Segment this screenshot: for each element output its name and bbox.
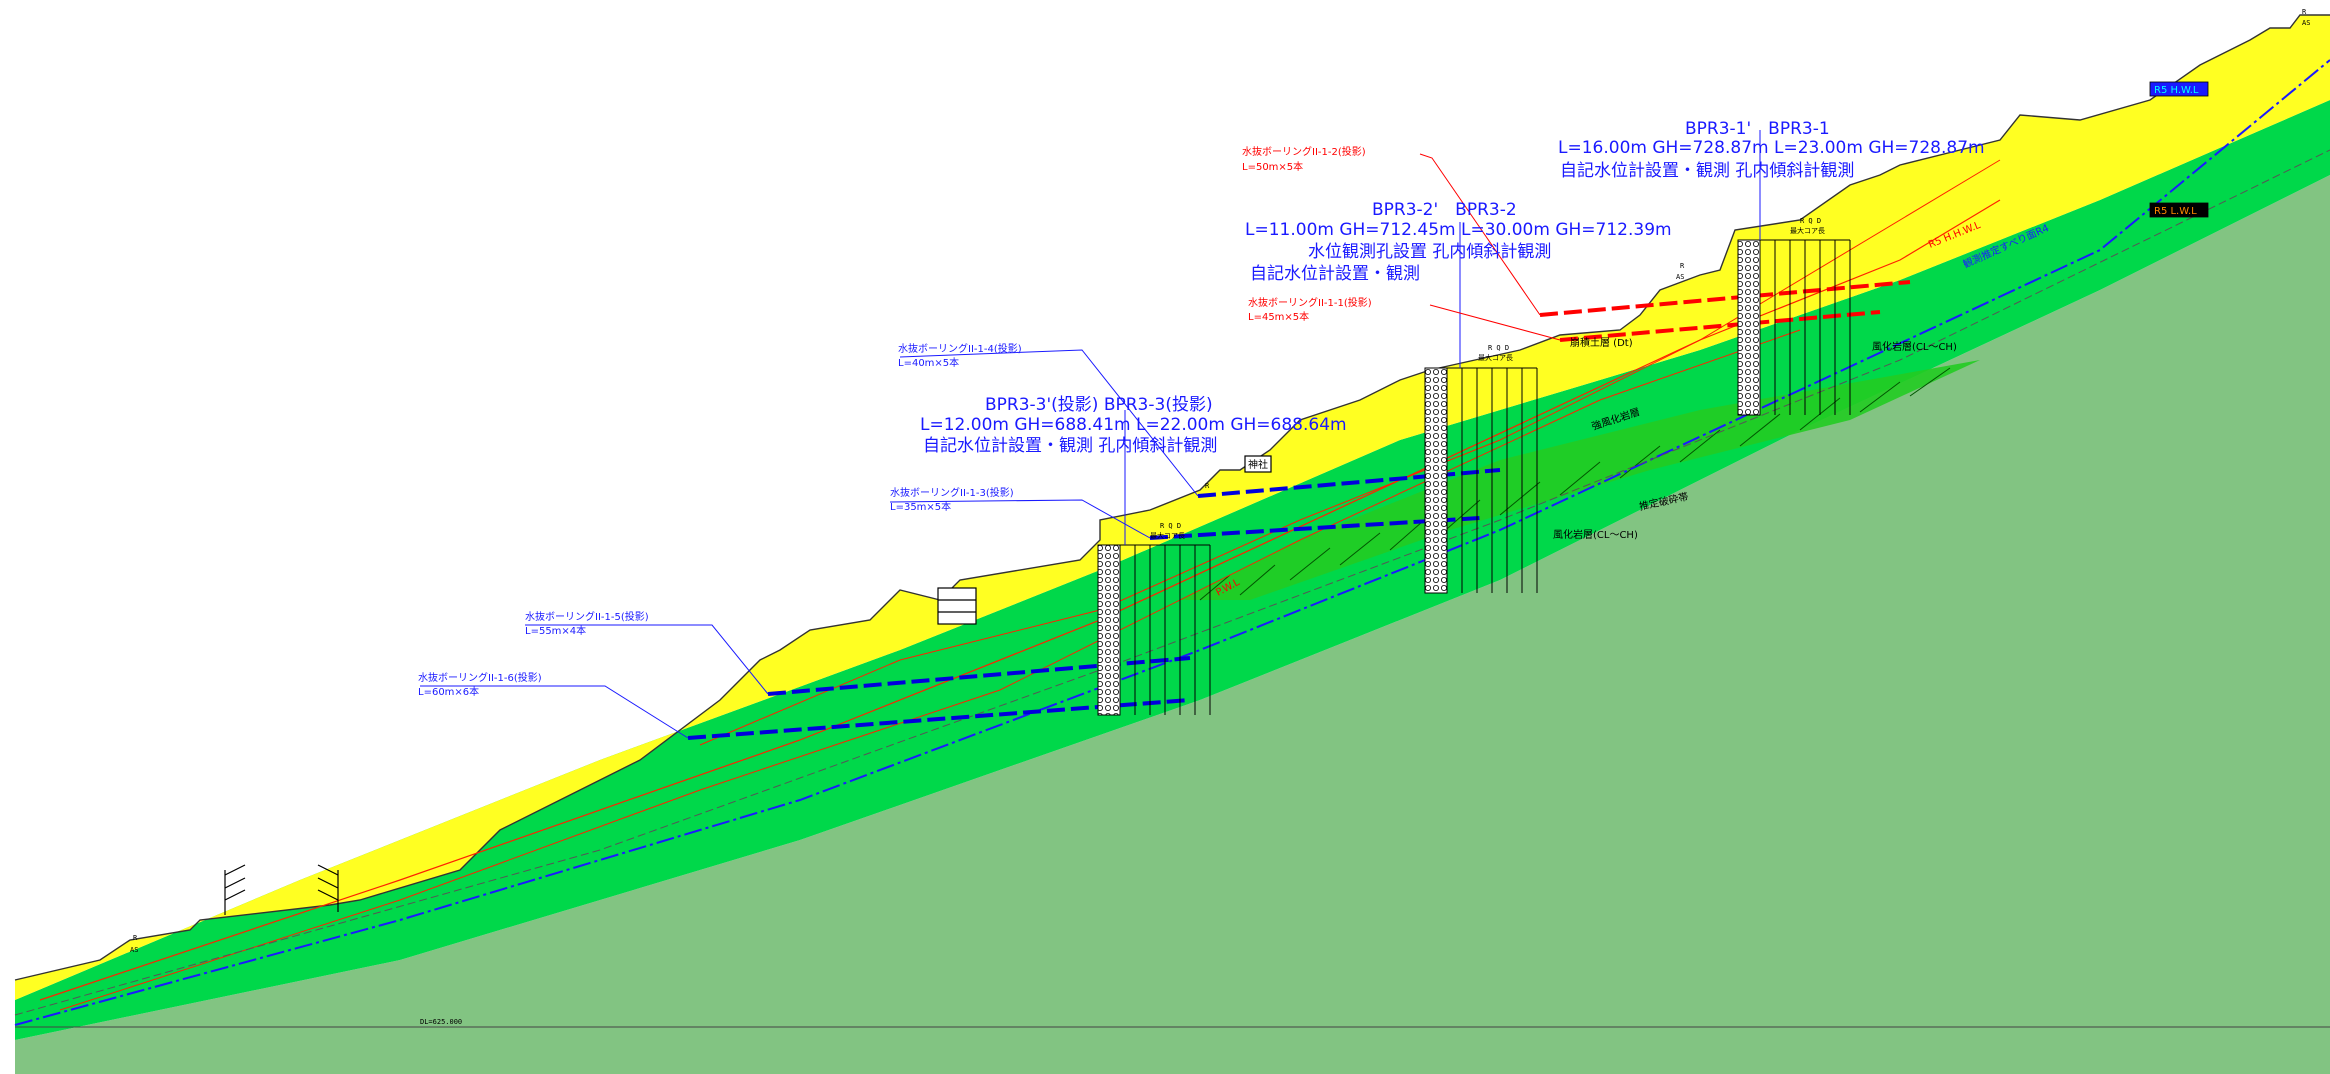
as-mark-1: AS: [130, 946, 138, 954]
bpr3-3-heading: BPR3-3'(投影) BPR3-3(投影): [985, 395, 1213, 415]
bedrock-layer: [15, 175, 2330, 1074]
rqd-3: R Q D: [1160, 522, 1181, 530]
drain-ii-1-2: [1539, 280, 1911, 317]
drain-ii-1-4-name: 水抜ボーリングII-1-4(投影): [898, 342, 1022, 355]
weathered-upper-label: 風化岩層(CL〜CH): [1872, 340, 1957, 353]
pwl-line: [59, 329, 1801, 1011]
fracture-zone: [1180, 360, 1980, 600]
drain-ii-1-4-spec: L=40m×5本: [898, 356, 959, 369]
talus-label: 崩積土層 (Dt): [1570, 336, 1633, 349]
log-bpr3-1: [1737, 239, 1851, 416]
log-bpr3-2: [1424, 367, 1538, 594]
drain-ii-1-3-name: 水抜ボーリングII-1-3(投影): [890, 486, 1014, 499]
hhwl-line: [39, 199, 2001, 1001]
as-mark-3: AS: [1676, 273, 1684, 281]
bpr3-3-line1: L=12.00m GH=688.41m L=22.00m GH=688.64m: [920, 415, 1347, 435]
log-bpr3-3: [1097, 544, 1211, 716]
grey-line-1: [14, 149, 2330, 1016]
structures: [224, 455, 1272, 915]
slip-surface-line: [14, 59, 2330, 1026]
leaders: [420, 130, 1761, 739]
drain-ii-1-1: [1559, 310, 1881, 342]
red-drains: [1539, 280, 1911, 342]
bpr3-2-heading: BPR3-2' BPR3-2: [1372, 200, 1517, 220]
drain-ii-1-4: [1197, 468, 1501, 498]
drain-ii-1-2-spec: L=50m×5本: [1242, 160, 1303, 173]
bpr3-2-line2: 水位観測孔設置 孔内傾斜計観測: [1308, 242, 1551, 262]
retaining-wall-2: [317, 864, 339, 912]
r-mark-2: R: [1205, 482, 1210, 490]
drain-ii-1-1-name: 水抜ボーリングII-1-1(投影): [1248, 296, 1372, 309]
shrine-label: 神社: [1248, 458, 1268, 471]
drain-ii-1-6-spec: L=60m×6本: [418, 685, 479, 698]
bpr3-2-line3: 自記水位計設置・観測: [1250, 264, 1420, 284]
core-1: 最大コア長: [1790, 226, 1825, 235]
shrine-box: [1244, 455, 1272, 473]
lwl-tag: R5 L.W.L: [2154, 206, 2197, 217]
water-tank: [937, 587, 977, 625]
survey-marks: R AS R R AS R AS R Q D 最大コア長 R Q D 最大コア長…: [130, 8, 2310, 954]
core-2: 最大コア長: [1478, 353, 1513, 362]
as-mark-4: AS: [2302, 19, 2310, 27]
bpr3-1-heading: BPR3-1' BPR3-1: [1685, 119, 1830, 139]
drain-ii-1-3-spec: L=35m×5本: [890, 500, 951, 513]
bpr3-1-line2: 自記水位計設置・観測 孔内傾斜計観測: [1560, 161, 1854, 181]
borehole-logs: [1097, 239, 1851, 716]
bpr3-2-line1: L=11.00m GH=712.45m L=30.00m GH=712.39m: [1245, 220, 1672, 240]
ground-surface-line: [14, 14, 2330, 981]
bpr3-1-title: BPR3-1' BPR3-1 L=16.00m GH=728.87m L=23.…: [1558, 119, 1985, 181]
r-mark-1: R: [133, 934, 138, 942]
r-mark-3: R: [1680, 262, 1685, 270]
rqd-1: R Q D: [1800, 217, 1821, 225]
lwl-tag-box: [2149, 202, 2209, 218]
datum-label: DL=625.000: [420, 1018, 462, 1026]
drain-ii-1-5-name: 水抜ボーリングII-1-5(投影): [525, 610, 649, 623]
bpr3-3-line2: 自記水位計設置・観測 孔内傾斜計観測: [923, 436, 1217, 456]
r-mark-4: R: [2302, 8, 2307, 16]
core-3: 最大コア長: [1150, 531, 1185, 540]
water-level-lines: [14, 59, 2330, 1026]
drain-ii-1-2-name: 水抜ボーリングII-1-2(投影): [1242, 145, 1366, 158]
drain-ii-1-1-spec: L=45m×5本: [1248, 310, 1309, 323]
drain-ii-1-6-name: 水抜ボーリングII-1-6(投影): [418, 671, 542, 684]
bpr3-2-title: BPR3-2' BPR3-2 L=11.00m GH=712.45m L=30.…: [1245, 200, 1672, 284]
drain-ii-1-5-spec: L=55m×4本: [525, 624, 586, 637]
hwl-tag: R5 H.W.L: [2154, 85, 2199, 96]
hwl-tag-box: [2149, 81, 2209, 97]
drain-labels: 水抜ボーリングII-1-2(投影) L=50m×5本 水抜ボーリングII-1-1…: [418, 145, 1372, 698]
thin-red-arc: [699, 159, 2001, 746]
rqd-2: R Q D: [1488, 344, 1509, 352]
bpr3-1-line1: L=16.00m GH=728.87m L=23.00m GH=728.87m: [1558, 138, 1985, 158]
retaining-wall-1: [224, 864, 246, 915]
weathered-lower-label: 風化岩層(CL〜CH): [1553, 528, 1638, 541]
bpr3-3-title: BPR3-3'(投影) BPR3-3(投影) L=12.00m GH=688.4…: [920, 395, 1347, 456]
